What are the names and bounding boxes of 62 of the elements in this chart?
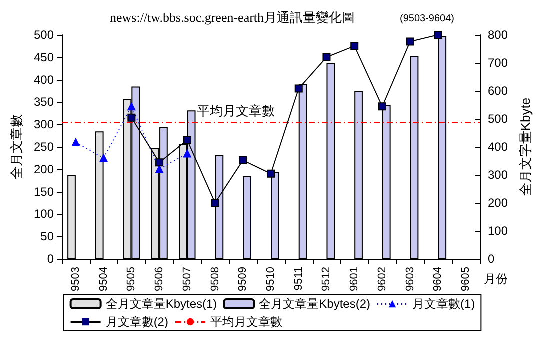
y2-tick-label: 700 [488, 56, 508, 70]
x-tick-label: 9512 [320, 267, 333, 292]
point [183, 136, 192, 144]
y-tick-label: 200 [34, 162, 54, 176]
point [100, 154, 108, 162]
y-tick-label: 250 [34, 140, 54, 154]
chart-title: news://tw.bbs.soc.green-earth月通訊量變化圖 [110, 10, 356, 25]
text: 平均月文章數 [197, 103, 275, 118]
y2-tick-label: 0 [488, 252, 495, 266]
y2-tick-label: 500 [488, 112, 508, 126]
y2-tick-label: 200 [488, 196, 508, 210]
point [128, 114, 136, 122]
y-tick-label: 300 [34, 118, 54, 132]
point [239, 156, 248, 164]
y-axis-title: 全月文章數 [9, 114, 24, 180]
x-tick-label: 9604 [432, 267, 444, 292]
x-tick-label: 9503 [70, 267, 82, 292]
point [322, 53, 331, 62]
x-tick-label: 9603 [404, 267, 416, 292]
point [267, 170, 275, 178]
legend-label: 月文章數(1) [412, 297, 476, 311]
legend-label: 全月文章量Kbytes(2) [259, 297, 371, 311]
y-tick-label: 100 [34, 207, 54, 222]
y-tick-label: 350 [34, 95, 54, 110]
y2-tick-label: 400 [488, 140, 508, 154]
y2-tick-label: 600 [488, 84, 508, 98]
x-tick-label: 9504 [98, 267, 110, 292]
y-tick-label: 50 [40, 230, 54, 244]
point [72, 138, 80, 147]
y-tick-label: 400 [34, 72, 54, 87]
y-tick-label: 500 [34, 28, 54, 42]
y-tick-label: 0 [47, 252, 54, 266]
point [434, 31, 442, 39]
legend-label: 平均月文章數 [210, 315, 282, 329]
x-tick-label: 9601 [348, 267, 361, 292]
x-tick-label: 9507 [181, 267, 194, 292]
point [406, 38, 414, 46]
x-tick-label: 9510 [265, 267, 277, 292]
point [211, 199, 220, 207]
y2-tick-label: 100 [488, 224, 508, 238]
x-tick-label: 9602 [376, 267, 388, 292]
legend-label: 全月文章量Kbytes(1) [106, 297, 218, 311]
x-axis-title: 月份 [484, 272, 508, 286]
point [156, 158, 164, 167]
point [378, 102, 386, 111]
chart-subtitle: (9503-9604) [400, 14, 454, 24]
y2-axis-title: 全月文字量Kbyte [518, 98, 533, 196]
x-tick-label: 9509 [237, 267, 250, 292]
y-tick-label: 450 [34, 50, 54, 64]
x-tick-label: 9605 [460, 267, 472, 292]
point [294, 84, 303, 93]
x-tick-label: 9511 [292, 267, 305, 291]
point [128, 102, 136, 111]
y2-tick-label: 800 [488, 28, 508, 42]
x-tick-label: 9506 [154, 267, 166, 292]
x-tick-label: 9505 [126, 267, 138, 292]
x-tick-label: 9508 [209, 267, 222, 292]
y-tick-label: 150 [34, 184, 54, 199]
legend-label: 月文章數(2) [106, 315, 168, 329]
y2-tick-label: 300 [488, 168, 508, 182]
point [350, 42, 359, 50]
point [183, 150, 192, 158]
